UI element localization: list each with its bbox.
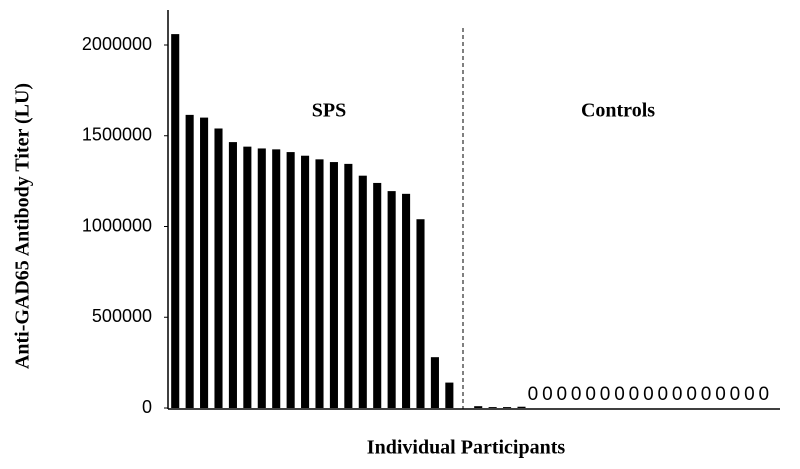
- bar: [387, 191, 396, 408]
- bar: [171, 34, 180, 409]
- value-label: 0: [701, 384, 712, 405]
- bar: [402, 193, 411, 408]
- bar: [344, 163, 353, 408]
- value-label: 0: [730, 384, 741, 405]
- value-label: 0: [585, 384, 596, 405]
- value-label: 0: [571, 384, 582, 405]
- bar: [373, 182, 382, 408]
- bar: [286, 152, 295, 408]
- value-label: 0: [542, 384, 553, 405]
- bar: [200, 117, 209, 408]
- x-axis-title: Individual Participants: [367, 437, 566, 459]
- bar: [243, 146, 252, 408]
- bar: [214, 128, 223, 409]
- group-label: Controls: [581, 100, 655, 122]
- y-tick-label: 500000: [92, 306, 152, 326]
- bar: [474, 406, 483, 408]
- value-label: 0: [672, 384, 683, 405]
- bar: [358, 175, 367, 408]
- value-label: 0: [758, 384, 769, 405]
- bar: [185, 114, 194, 408]
- y-tick-label: 1500000: [82, 125, 152, 145]
- bar: [488, 407, 497, 408]
- bar: [445, 382, 454, 408]
- bar: [315, 159, 324, 408]
- group-label: SPS: [312, 100, 346, 122]
- value-label: 0: [715, 384, 726, 405]
- value-label: 0: [686, 384, 697, 405]
- y-axis-title: Anti-GAD65 Antibody Titer (LU): [12, 83, 34, 369]
- bar: [517, 406, 526, 408]
- bar: [430, 357, 439, 408]
- y-tick-label: 1000000: [82, 215, 152, 235]
- bar: [503, 407, 512, 408]
- value-label: 0: [556, 384, 567, 405]
- value-label: 0: [744, 384, 755, 405]
- bar: [416, 219, 425, 408]
- value-label: 0: [600, 384, 611, 405]
- y-tick-label: 0: [142, 397, 152, 417]
- bar: [301, 155, 310, 408]
- bar: [257, 148, 266, 408]
- value-label: 0: [614, 384, 625, 405]
- bar: [329, 162, 338, 408]
- y-tick-label: 2000000: [82, 34, 152, 54]
- value-label: 0: [657, 384, 668, 405]
- value-label: 0: [629, 384, 640, 405]
- bar: [272, 149, 281, 409]
- value-label: 0: [528, 384, 539, 405]
- bar: [228, 142, 237, 409]
- value-label: 0: [643, 384, 654, 405]
